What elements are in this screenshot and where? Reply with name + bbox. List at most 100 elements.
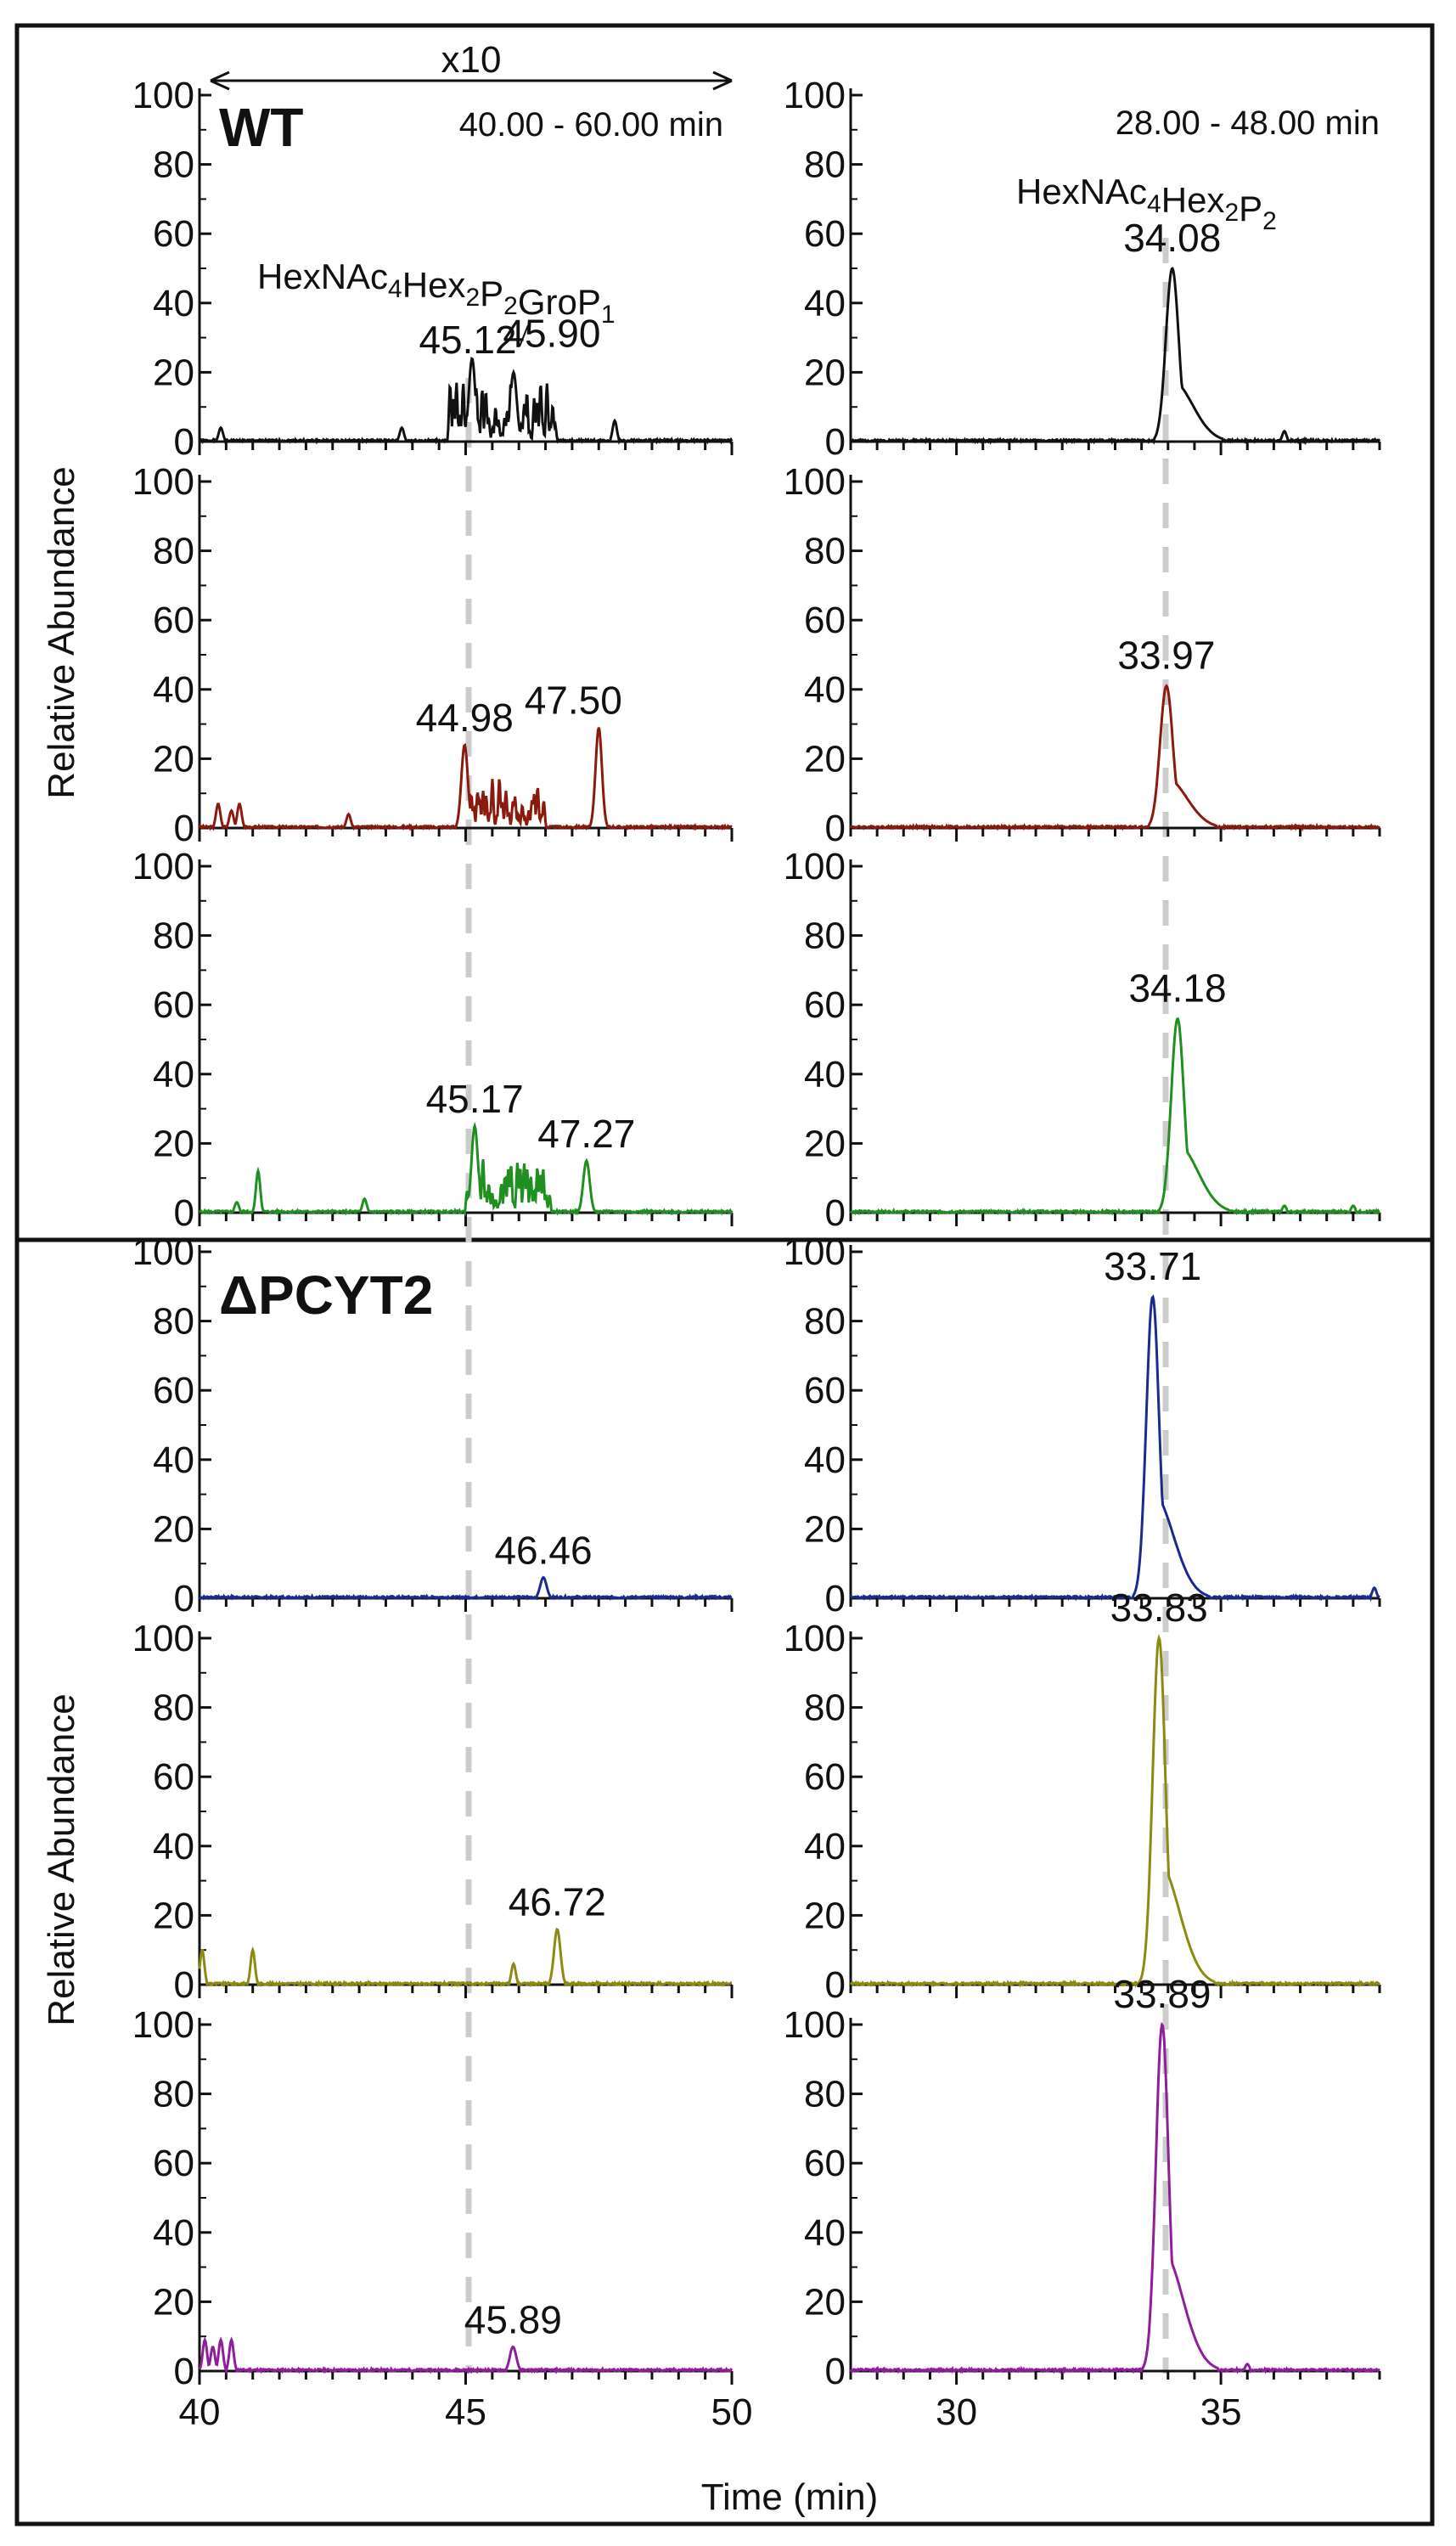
peak-label: 44.98 — [416, 696, 514, 740]
y-tick-label: 40 — [804, 2212, 846, 2254]
y-tick-label: 80 — [804, 2074, 846, 2115]
panel-wt-right-2: 0 20 40 60 80 100 33.97 — [784, 461, 1381, 849]
left-compound-text: HexNAc4Hex2P2GroP1 — [257, 256, 616, 329]
x-axis-label: Time (min) — [701, 2476, 879, 2518]
y-tick-label: 0 — [825, 1192, 846, 1234]
chromatogram-trace — [849, 684, 1381, 832]
y-axis-label-wt: Relative Abundance — [41, 466, 82, 798]
y-tick-label: 20 — [804, 2281, 846, 2323]
y-tick-label: 80 — [804, 1301, 846, 1343]
chromatogram-trace — [849, 2021, 1381, 2374]
peak-label: 33.97 — [1117, 634, 1215, 678]
y-tick-label: 20 — [153, 2281, 194, 2323]
chromatogram-trace — [198, 2336, 734, 2375]
y-tick-label: 0 — [174, 421, 194, 463]
peak-label: 34.08 — [1123, 216, 1221, 260]
panel-wt-left-2: 0 20 40 60 80 100 44.98 47.50 — [132, 461, 734, 849]
y-tick-label: 20 — [804, 352, 846, 393]
y-tick-label: 100 — [784, 75, 846, 116]
zoom-arrow-head-left — [210, 70, 230, 91]
x-tick-label: 35 — [1200, 2391, 1242, 2433]
panel-wt-right-3: 0 20 40 60 80 100 34.18 — [784, 846, 1381, 1234]
y-tick-label: 40 — [804, 283, 846, 324]
peak-label: 45.90 — [503, 311, 600, 355]
zoom-label: x10 — [441, 39, 502, 81]
y-tick-label: 60 — [153, 600, 194, 641]
y-tick-label: 80 — [804, 531, 846, 572]
y-tick-label: 20 — [153, 352, 194, 393]
panel-wt-left-3: 0 20 40 60 80 100 45.17 47.27 — [132, 846, 734, 1234]
y-tick-label: 100 — [784, 1231, 846, 1273]
x-tick-label: 50 — [711, 2391, 753, 2433]
y-tick-label: 40 — [804, 1054, 846, 1096]
chromatogram-trace — [198, 727, 733, 831]
y-tick-label: 100 — [132, 2004, 194, 2046]
peak-label: 33.89 — [1113, 1972, 1211, 2016]
y-tick-label: 20 — [153, 738, 194, 780]
y-tick-label: 100 — [132, 846, 194, 887]
y-tick-label: 100 — [132, 1618, 194, 1659]
y-tick-label: 0 — [825, 1964, 846, 2006]
left-compound-label: HexNAc4Hex2P2GroP1 — [257, 256, 616, 329]
y-tick-label: 20 — [804, 1895, 846, 1936]
panel-pcyt2-right-3: 0 20 40 60 80 100 33.89 — [784, 1972, 1381, 2392]
peak-label: 45.89 — [464, 2297, 562, 2341]
zoom-indicator: x10 — [210, 39, 733, 91]
y-tick-label: 100 — [784, 461, 846, 503]
y-tick-label: 60 — [804, 600, 846, 641]
y-tick-label: 100 — [784, 1618, 846, 1659]
y-axis-label-pcyt2: Relative Abundance — [41, 1693, 82, 2025]
y-tick-label: 80 — [153, 144, 194, 186]
y-tick-label: 80 — [804, 1687, 846, 1729]
x-tick-label: 45 — [445, 2391, 486, 2433]
peak-label: 46.46 — [494, 1529, 592, 1573]
y-tick-label: 0 — [174, 808, 194, 849]
y-tick-label: 60 — [804, 984, 846, 1026]
panel-pcyt2-left-3: 0 20 40 60 80 100 45.89 — [132, 2004, 734, 2392]
y-tick-label: 0 — [825, 421, 846, 463]
y-tick-label: 20 — [804, 1123, 846, 1164]
x-tick-label: 30 — [936, 2391, 977, 2433]
y-tick-label: 0 — [174, 2351, 194, 2392]
y-tick-label: 60 — [153, 984, 194, 1026]
peak-label: 34.18 — [1128, 966, 1226, 1011]
panel-wt-right-1: 0 20 40 60 80 100 34.08 — [784, 75, 1381, 463]
y-tick-label: 0 — [825, 1578, 846, 1619]
peak-label: 33.83 — [1110, 1586, 1208, 1630]
wt-title: WT — [219, 97, 304, 158]
y-tick-label: 0 — [174, 1964, 194, 2006]
x-ticks: 40 45 50 30 35 — [179, 2391, 1242, 2433]
y-tick-label: 80 — [153, 531, 194, 572]
y-tick-label: 60 — [153, 213, 194, 255]
y-tick-label: 100 — [132, 1231, 194, 1273]
panels: 02040608010045.1245.9002040608010034.080… — [132, 75, 1381, 2392]
y-tick-label: 80 — [153, 1687, 194, 1729]
right-range-label: 28.00 - 48.00 min — [1116, 104, 1380, 142]
chromatogram-trace — [849, 1017, 1381, 1216]
right-compound-text: HexNAc4Hex2P2 — [1016, 172, 1277, 235]
y-tick-label: 40 — [804, 1439, 846, 1481]
peak-label: 45.17 — [426, 1077, 524, 1121]
x-tick-label: 40 — [179, 2391, 221, 2433]
chromatogram-trace — [849, 1634, 1381, 1988]
y-tick-label: 80 — [153, 2074, 194, 2115]
y-tick-label: 60 — [804, 213, 846, 255]
y-tick-label: 100 — [132, 75, 194, 116]
chromatogram-trace — [198, 1575, 733, 1602]
y-tick-label: 20 — [804, 1508, 846, 1550]
y-tick-label: 0 — [825, 2351, 846, 2392]
pcyt2-frame — [14, 1237, 1435, 2526]
right-compound-label: HexNAc4Hex2P2 — [1016, 172, 1277, 235]
y-tick-label: 80 — [153, 1301, 194, 1343]
zoom-arrow-head-right — [712, 70, 733, 91]
panel-pcyt2-right-2: 0 20 40 60 80 100 33.83 — [784, 1586, 1381, 2006]
y-tick-label: 60 — [804, 1370, 846, 1411]
panel-pcyt2-left-2: 0 20 40 60 80 100 46.72 — [132, 1618, 734, 2006]
peak-label: 47.27 — [537, 1112, 635, 1156]
y-tick-label: 40 — [804, 1826, 846, 1867]
y-tick-label: 60 — [153, 1756, 194, 1798]
y-tick-label: 80 — [804, 144, 846, 186]
peak-leader-line — [519, 324, 529, 347]
